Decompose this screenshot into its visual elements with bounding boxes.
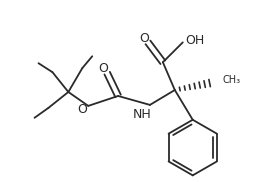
Text: O: O xyxy=(98,62,108,75)
Text: NH: NH xyxy=(133,108,151,121)
Text: CH₃: CH₃ xyxy=(222,75,241,85)
Text: O: O xyxy=(77,103,87,116)
Text: OH: OH xyxy=(185,34,204,47)
Text: O: O xyxy=(139,32,149,45)
